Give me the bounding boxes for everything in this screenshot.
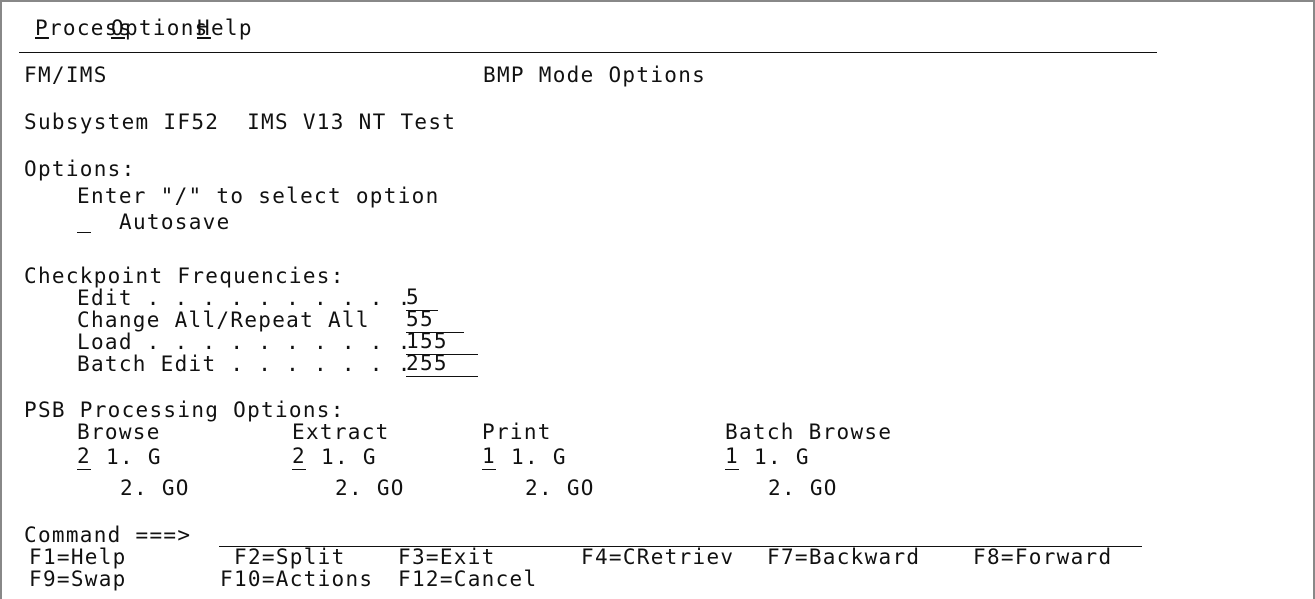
subsystem-info: Subsystem IF52 IMS V13 NT Test — [24, 110, 457, 134]
function-key[interactable]: F1=Help — [29, 545, 127, 569]
column-header: Browse — [77, 420, 161, 444]
choice: 1. G — [511, 445, 567, 469]
checkbox-label: Autosave — [119, 210, 231, 234]
choice: 2. GO — [768, 476, 838, 500]
function-key[interactable]: F9=Swap — [29, 567, 127, 591]
command-field — [219, 546, 1142, 547]
choice: 2. GO — [525, 476, 595, 500]
section-label: Options: — [24, 157, 136, 181]
input-field[interactable]: 5 — [406, 286, 438, 311]
function-key[interactable]: F3=Exit — [398, 545, 496, 569]
product-name: FM/IMS — [24, 63, 108, 87]
panel-title: BMP Mode Options — [483, 63, 707, 87]
input-field[interactable]: 255 — [406, 352, 478, 377]
checkbox-field — [77, 232, 91, 233]
column-header: Print — [482, 420, 552, 444]
field-label: Change All/Repeat All — [77, 308, 370, 332]
input-field[interactable]: 2 — [292, 444, 306, 470]
choice: 2. GO — [120, 476, 190, 500]
column-header: Batch Browse — [725, 420, 893, 444]
field-label: Load . . . . . . . . . . — [77, 330, 412, 354]
menu-separator — [19, 52, 1157, 53]
function-key[interactable]: F12=Cancel — [398, 567, 538, 591]
input-field[interactable]: 2 — [77, 444, 91, 470]
input-field[interactable]: 1 — [482, 444, 496, 470]
menu-item[interactable]: Process — [35, 16, 133, 40]
choice: 2. GO — [335, 476, 405, 500]
choice: 1. G — [106, 445, 162, 469]
function-key[interactable]: F10=Actions — [220, 567, 374, 591]
choice: 1. G — [754, 445, 810, 469]
function-key[interactable]: F7=Backward — [767, 545, 921, 569]
input-field[interactable]: 55 — [406, 308, 464, 333]
field-label: Batch Edit . . . . . . . — [77, 352, 412, 376]
function-key[interactable]: F4=CRetriev — [581, 545, 735, 569]
command-label: Command ===> — [24, 523, 192, 547]
section-label: PSB Processing Options: — [24, 398, 345, 422]
input-field[interactable]: 155 — [406, 330, 478, 355]
section-label: Checkpoint Frequencies: — [24, 264, 345, 288]
function-key[interactable]: F2=Split — [234, 545, 346, 569]
menu-item[interactable]: Help — [197, 16, 253, 40]
column-header: Extract — [292, 420, 390, 444]
choice: 1. G — [321, 445, 377, 469]
instruction: Enter "/" to select option — [77, 184, 440, 208]
field-label: Edit . . . . . . . . . . — [77, 286, 412, 310]
menu-item[interactable]: Options — [111, 16, 209, 40]
input-field[interactable]: 1 — [725, 444, 739, 470]
function-key[interactable]: F8=Forward — [973, 545, 1113, 569]
